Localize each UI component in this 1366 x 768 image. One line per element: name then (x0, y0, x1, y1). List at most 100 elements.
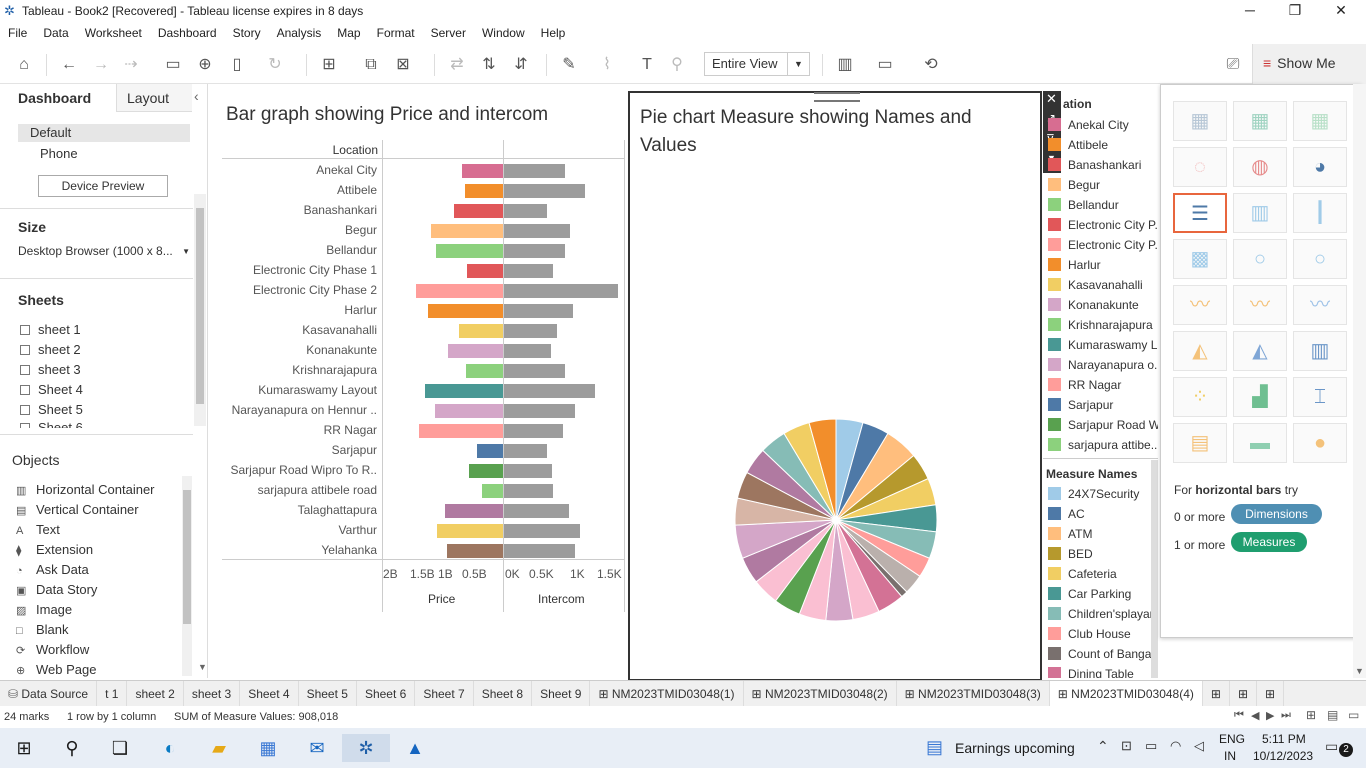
notification-icon[interactable]: ▭ (1325, 738, 1339, 754)
legend-item[interactable]: Banashankari (1048, 158, 1141, 172)
intercom-bar[interactable] (504, 264, 554, 278)
weather-text[interactable]: Earnings upcoming (955, 740, 1075, 756)
tab-dashboard-4[interactable]: ⊞ NM2023TMID03048(4) (1049, 681, 1203, 707)
legend-item[interactable]: Sarjapur (1048, 398, 1113, 412)
chart-type-thumbnail[interactable]: 〰 (1233, 285, 1287, 325)
object-image[interactable]: ▨ Image (16, 602, 72, 617)
object-web-page[interactable]: ⊕ Web Page (16, 662, 96, 677)
legend-item[interactable]: Harlur (1048, 258, 1101, 272)
clock-time[interactable]: 5:11 PM (1262, 732, 1306, 746)
last-sheet-icon[interactable]: ⏭ (1281, 709, 1291, 721)
intercom-bar[interactable] (504, 224, 571, 238)
device-preview-button[interactable]: Device Preview (38, 175, 168, 197)
chart-type-thumbnail[interactable]: ▦ (1233, 101, 1287, 141)
new-data-source-icon[interactable]: ⊕ (198, 56, 212, 73)
tab-dashboard-2[interactable]: ⊞ NM2023TMID03048(2) (744, 681, 897, 707)
file-explorer-icon[interactable]: ▰ (212, 738, 226, 758)
object-horizontal-container[interactable]: ▥ Horizontal Container (16, 482, 155, 497)
new-worksheet-tab-icon[interactable]: ⊞ (1203, 681, 1230, 707)
sort-descending-icon[interactable]: ⇵ (514, 56, 528, 73)
fit-select[interactable]: Entire View ▼ (704, 52, 810, 76)
legend-item[interactable]: AC (1048, 507, 1085, 521)
tab-dashboard-3[interactable]: ⊞ NM2023TMID03048(3) (897, 681, 1050, 707)
legend-item[interactable]: Krishnarajapura (1048, 318, 1153, 332)
object-text[interactable]: A Text (16, 522, 60, 537)
search-icon[interactable]: ⚲ (65, 738, 79, 758)
size-select[interactable]: Desktop Browser (1000 x 8... ▼ (18, 244, 192, 258)
price-bar[interactable] (453, 204, 503, 218)
price-bar[interactable] (435, 404, 503, 418)
tab-dashboard-1[interactable]: ⊞ NM2023TMID03048(1) (590, 681, 744, 707)
legend-item[interactable]: Narayanapura o.. (1048, 358, 1158, 372)
device-default[interactable]: Default (18, 124, 190, 142)
price-bar[interactable] (476, 444, 503, 458)
device-phone[interactable]: Phone (40, 146, 78, 161)
price-bar[interactable] (445, 504, 503, 518)
price-bar[interactable] (446, 544, 503, 558)
legend-item[interactable]: Count of Bangalor.. (1048, 647, 1158, 661)
chart-type-thumbnail[interactable]: ▥ (1293, 331, 1347, 371)
object-extension[interactable]: ⧫ Extension (16, 542, 93, 557)
tab-sheet-6[interactable]: Sheet 6 (357, 681, 416, 707)
replay-icon[interactable]: ⇢ (124, 56, 138, 73)
chart-type-thumbnail[interactable]: ● (1293, 423, 1347, 463)
price-bar[interactable] (466, 364, 503, 378)
presentation-mode-icon[interactable]: ▭ (877, 56, 893, 73)
save-icon[interactable]: ▭ (165, 56, 181, 73)
chart-type-thumbnail[interactable]: ▥ (1233, 193, 1287, 233)
intercom-bar[interactable] (504, 484, 553, 498)
price-bar[interactable] (482, 484, 503, 498)
chevron-down-icon[interactable]: ▼ (198, 662, 207, 672)
show-filmstrip-icon[interactable]: ▤ (1327, 708, 1339, 722)
intercom-bar[interactable] (504, 424, 564, 438)
chart-type-thumbnail[interactable]: ◌ (1173, 147, 1227, 187)
duplicate-icon[interactable]: ⧉ (365, 56, 377, 73)
edge-icon[interactable]: ◐ (164, 738, 176, 758)
legend-scrollbar[interactable] (1151, 460, 1158, 678)
tab-data-source[interactable]: ⛁ Data Source (0, 681, 98, 707)
legend-item[interactable]: Begur (1048, 178, 1100, 192)
legend-item[interactable]: sarjapura attibe.. (1048, 438, 1157, 452)
clear-icon[interactable]: ⊠ (396, 56, 410, 73)
tab-sheet-8[interactable]: Sheet 8 (474, 681, 533, 707)
object-blank[interactable]: □ Blank (16, 622, 69, 637)
sheet-item[interactable]: sheet 3 (20, 362, 81, 377)
menu-analysis[interactable]: Analysis (276, 26, 322, 40)
chart-type-thumbnail[interactable]: ▬ (1233, 423, 1287, 463)
battery-icon[interactable]: ▭ (1145, 738, 1158, 753)
price-bar[interactable] (416, 284, 503, 298)
intercom-bar[interactable] (504, 184, 586, 198)
price-bar[interactable] (430, 224, 503, 238)
next-sheet-icon[interactable]: ▶ (1266, 710, 1275, 722)
chart-type-thumbnail[interactable]: ▤ (1173, 423, 1227, 463)
chart-type-thumbnail[interactable]: ◭ (1233, 331, 1287, 371)
photos-icon[interactable]: ▲ (406, 738, 424, 758)
menu-map[interactable]: Map (337, 26, 361, 40)
chart-type-thumbnail[interactable]: ○ (1293, 239, 1347, 279)
show-tabs-icon[interactable]: ▭ (1348, 708, 1360, 722)
sheet-item[interactable]: sheet 1 (20, 322, 81, 337)
group-icon[interactable]: ⌇ (603, 56, 611, 73)
tab-layout[interactable]: Layout (116, 84, 192, 112)
intercom-bar[interactable] (504, 384, 596, 398)
new-story-tab-icon[interactable]: ⊞ (1257, 681, 1285, 707)
chart-type-thumbnail[interactable]: ☰ (1173, 193, 1227, 233)
menu-data[interactable]: Data (43, 26, 69, 40)
legend-item[interactable]: Bellandur (1048, 198, 1119, 212)
legend-item[interactable]: 24X7Security (1048, 487, 1139, 501)
legend-item[interactable]: ATM (1048, 527, 1092, 541)
news-icon[interactable]: ▤ (926, 737, 944, 757)
object-ask-data[interactable]: ◔ Ask Data (16, 562, 89, 577)
price-bar[interactable] (447, 344, 503, 358)
tab-sheet-4[interactable]: Sheet 4 (240, 681, 299, 707)
chart-type-thumbnail[interactable]: ◍ (1233, 147, 1287, 187)
wifi-icon[interactable]: ◠ (1170, 738, 1182, 753)
menu-server[interactable]: Server (430, 26, 466, 40)
home-icon[interactable]: ⌂ (19, 56, 29, 73)
intercom-bar[interactable] (504, 404, 576, 418)
tab-sheet-1[interactable]: t 1 (97, 681, 128, 707)
store-icon[interactable]: ▦ (259, 738, 277, 758)
chart-type-thumbnail[interactable]: ○ (1233, 239, 1287, 279)
new-worksheet-icon[interactable]: ⊞ (322, 56, 336, 73)
minimize-icon[interactable]: ─ (1245, 2, 1255, 18)
